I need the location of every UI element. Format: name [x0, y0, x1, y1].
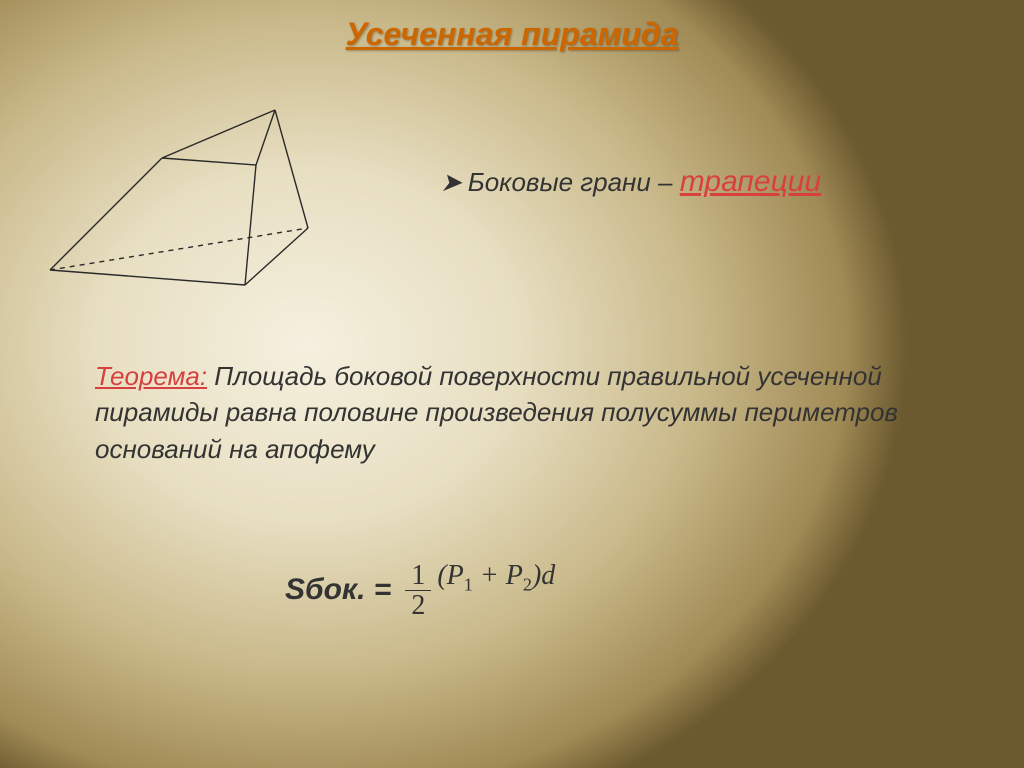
fraction-num: 1	[405, 561, 431, 591]
paren-open: (	[437, 560, 446, 591]
theorem-block: Теорема: Площадь боковой поверхности пра…	[95, 358, 929, 467]
p1: P1	[447, 560, 473, 591]
formula-lhs: Sбок. =	[285, 573, 391, 607]
tail-d: d	[541, 560, 555, 591]
p2: P2	[506, 560, 532, 591]
property-line: ➤Боковые грани – трапеции	[440, 165, 821, 199]
fraction-den: 2	[405, 591, 431, 620]
formula-fraction: 1 2	[405, 561, 431, 621]
formula-rhs: 1 2 (P1 + P2)d	[399, 560, 555, 621]
paren-close: )	[532, 560, 541, 591]
property-term: трапеции	[680, 165, 821, 198]
plus: +	[473, 560, 506, 591]
theorem-body: Площадь боковой поверхности правильной у…	[95, 361, 898, 464]
bullet-icon: ➤	[440, 167, 462, 197]
frustum-diagram	[30, 80, 370, 300]
formula: Sбок. = 1 2 (P1 + P2)d	[285, 560, 555, 621]
frustum-svg	[30, 80, 370, 300]
slide-title: Усеченная пирамида	[346, 16, 679, 53]
slide-background: Усеченная пирамида ➤Боковые грани – трап…	[0, 0, 1024, 768]
theorem-label: Теорема:	[95, 361, 207, 391]
property-prefix: Боковые грани –	[468, 167, 680, 197]
